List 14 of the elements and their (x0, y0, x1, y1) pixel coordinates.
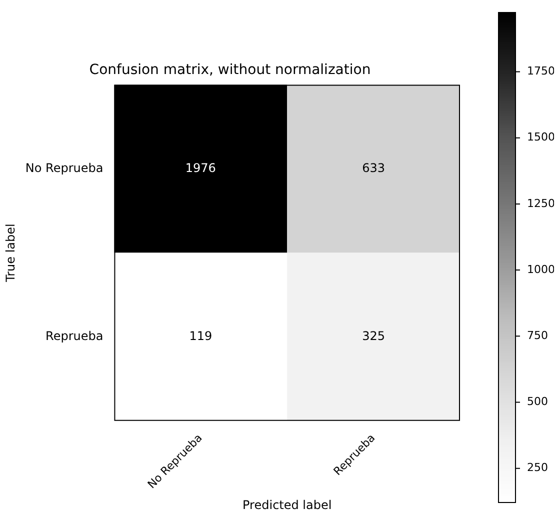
data-label: 633 (362, 160, 386, 175)
color-bar-label: 750 (527, 329, 548, 342)
color-bar-label: 1000 (527, 262, 555, 276)
y-axis-title: True label (3, 224, 18, 283)
data-label: 1976 (185, 160, 216, 175)
color-bar-label: 1500 (527, 130, 555, 144)
color-bar-label: 250 (527, 461, 548, 474)
chart-title: Confusion matrix, without normalization (89, 62, 371, 78)
color-bar-label: 500 (527, 395, 548, 408)
x-axis-title: Predicted label (242, 498, 332, 512)
color-bar-label: 1250 (527, 196, 555, 210)
color-bar-label: 1750 (527, 64, 555, 78)
data-label: 119 (189, 328, 212, 343)
data-label: 325 (362, 328, 386, 343)
